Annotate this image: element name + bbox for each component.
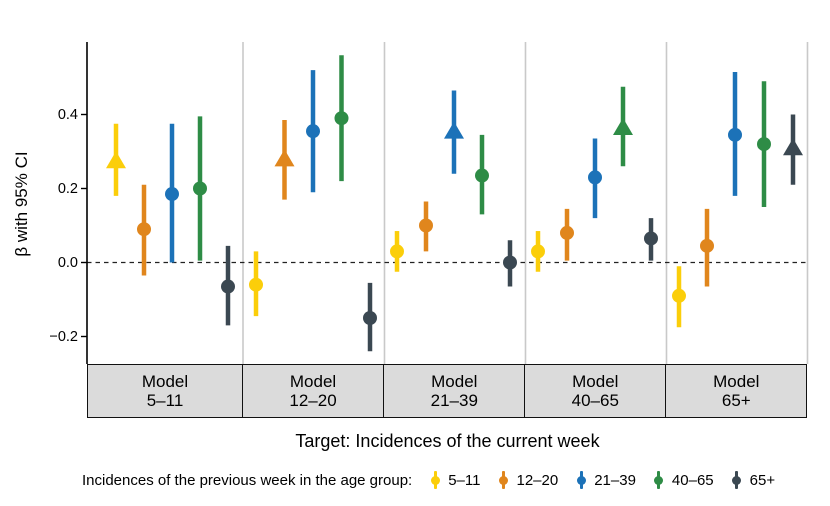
legend-item-label: 5–11 bbox=[448, 471, 481, 489]
estimate-point bbox=[419, 218, 433, 233]
strip-label-line2: 40–65 bbox=[571, 391, 619, 410]
estimate-point bbox=[728, 127, 742, 142]
y-tick-label: −0.2 bbox=[49, 328, 78, 345]
strip-label-line2: 65+ bbox=[721, 391, 751, 410]
estimate-point bbox=[363, 311, 377, 325]
strip-label-line2: 5–11 bbox=[146, 391, 184, 410]
pointrange-key-icon bbox=[575, 469, 587, 491]
estimate-triangle bbox=[274, 149, 295, 167]
legend-item: 40–65 bbox=[653, 469, 714, 491]
facet-strip: Model 65+ bbox=[665, 364, 808, 418]
pointrange-key-icon bbox=[653, 469, 665, 491]
legend-item-label: 21–39 bbox=[594, 471, 636, 489]
strip-label-line1: Model bbox=[289, 372, 337, 391]
key-dot bbox=[498, 475, 508, 485]
key-dot bbox=[576, 475, 586, 485]
legend-item-label: 12–20 bbox=[516, 471, 559, 489]
estimate-point bbox=[588, 170, 602, 185]
legend-item-label: 40–65 bbox=[671, 471, 714, 489]
strip-label-line1: Model bbox=[572, 372, 619, 391]
estimate-point bbox=[193, 181, 207, 196]
strip-label-line1: Model bbox=[141, 372, 189, 391]
estimate-triangle bbox=[444, 121, 464, 139]
legend-item: 65+ bbox=[731, 469, 775, 491]
estimate-point bbox=[560, 225, 574, 240]
estimate-point bbox=[757, 137, 771, 152]
estimate-point bbox=[700, 238, 714, 253]
y-tick-label: 0.4 bbox=[57, 106, 78, 123]
estimate-triangle bbox=[613, 117, 633, 135]
estimate-point bbox=[644, 231, 658, 246]
estimate-triangle bbox=[783, 138, 803, 156]
legend-item: 5–11 bbox=[429, 469, 480, 491]
pointrange-key-icon bbox=[497, 469, 509, 491]
legend-title: Incidences of the previous week in the a… bbox=[82, 471, 413, 489]
legend-item: 21–39 bbox=[575, 469, 636, 491]
estimate-triangle bbox=[106, 151, 126, 169]
key-dot bbox=[430, 475, 440, 485]
legend-item-label: 65+ bbox=[749, 471, 776, 489]
strip-label-line2: 12–20 bbox=[289, 391, 337, 410]
strip-label-line2: 21–39 bbox=[430, 391, 478, 410]
key-dot bbox=[654, 475, 664, 485]
estimate-point bbox=[475, 168, 489, 183]
facet-strip: Model 40–65 bbox=[524, 364, 667, 418]
facet-strip: Model 5–11 bbox=[87, 364, 243, 418]
y-tick-label: 0.0 bbox=[57, 254, 78, 271]
y-axis-title: β with 95% CI bbox=[12, 151, 31, 257]
strip-label-line1: Model bbox=[713, 372, 760, 391]
estimate-point bbox=[390, 244, 404, 259]
facet-strip: Model 21–39 bbox=[383, 364, 526, 418]
key-dot bbox=[732, 475, 742, 485]
estimate-point bbox=[249, 277, 263, 292]
strip-label-line1: Model bbox=[431, 372, 478, 391]
estimate-point bbox=[503, 255, 517, 270]
x-axis-title: Target: Incidences of the current week bbox=[295, 431, 600, 451]
estimate-point bbox=[165, 187, 179, 202]
estimate-point bbox=[672, 288, 686, 303]
legend: Incidences of the previous week in the a… bbox=[82, 466, 830, 494]
estimate-point bbox=[306, 124, 320, 139]
legend-item: 12–20 bbox=[497, 469, 558, 491]
estimate-point bbox=[334, 111, 349, 126]
pointrange-key-icon bbox=[429, 469, 441, 491]
facet-strip: Model 12–20 bbox=[241, 364, 385, 418]
y-tick-label: 0.2 bbox=[57, 180, 78, 197]
estimate-point bbox=[137, 222, 151, 237]
estimate-point bbox=[531, 244, 545, 259]
legend-items: 5–11 12–20 21–39 40–65 65+ bbox=[412, 469, 775, 491]
estimate-point bbox=[221, 279, 235, 294]
pointrange-key-icon bbox=[731, 469, 743, 491]
